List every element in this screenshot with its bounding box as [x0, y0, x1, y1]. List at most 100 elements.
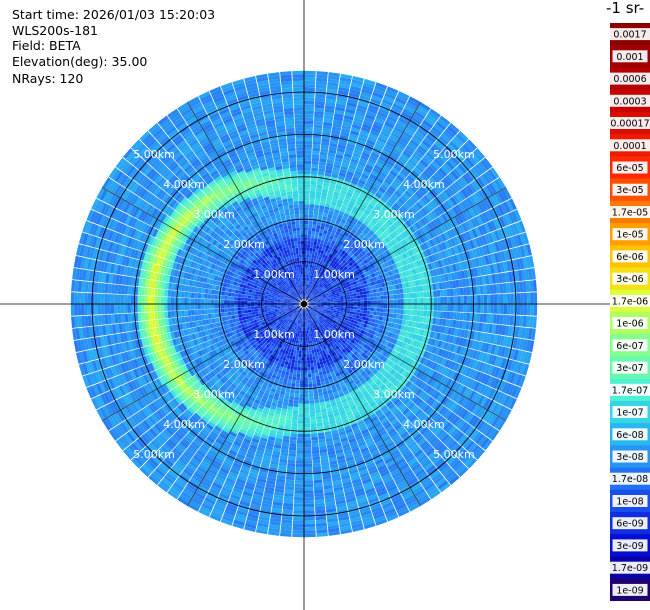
ray-56 — [304, 307, 353, 535]
ray-96 — [82, 220, 301, 303]
ray-85 — [76, 304, 301, 364]
range-label-4-3: 4.00km — [403, 418, 445, 431]
azimuth-spoke — [101, 303, 305, 421]
colorbar-tick-label: 1.7e-05 — [612, 208, 648, 219]
azimuth-spoke — [303, 187, 507, 305]
elevation-label: Elevation(deg): 35.00 — [12, 54, 148, 69]
ray-86 — [73, 304, 301, 353]
ray-77 — [115, 306, 302, 451]
range-label-5-1: 5.00km — [433, 148, 475, 161]
ray-33 — [307, 304, 535, 353]
range-label-5-2: 5.00km — [133, 448, 175, 461]
colorbar-tick-label: 0.001 — [616, 52, 643, 63]
ppi-rays — [70, 70, 538, 538]
colorbar-tick-label: 1e-07 — [616, 408, 643, 419]
ray-47 — [306, 306, 451, 493]
ray-110 — [187, 96, 303, 302]
ray-51 — [305, 307, 410, 517]
range-label-2-3: 2.00km — [343, 358, 385, 371]
ray-66 — [220, 307, 303, 526]
ray-98 — [91, 198, 301, 303]
ray-2 — [304, 72, 341, 301]
ray-92 — [72, 267, 301, 304]
ray-94 — [76, 244, 301, 304]
ray-1 — [304, 71, 328, 301]
range-label-4-1: 4.00km — [403, 178, 445, 191]
ray-80 — [96, 305, 302, 421]
ray-116 — [255, 73, 304, 301]
ray-52 — [305, 307, 399, 522]
ray-12 — [306, 115, 451, 302]
colorbar-tick-label: 6e-09 — [616, 519, 643, 530]
ray-13 — [306, 123, 460, 302]
azimuth-spoke — [187, 303, 305, 507]
device-label: WLS200s-181 — [12, 23, 98, 38]
ray-76 — [123, 306, 302, 460]
ray-43 — [306, 306, 485, 460]
ray-20 — [306, 187, 512, 303]
ray-74 — [139, 306, 302, 477]
ray-37 — [307, 305, 522, 399]
ray-106 — [148, 123, 302, 302]
ray-72 — [157, 306, 302, 493]
azimuth-spoke — [303, 303, 421, 507]
colorbar-tick-label: 3e-07 — [616, 363, 643, 374]
colorbar-tick-label: 0.0003 — [613, 96, 646, 107]
ray-45 — [306, 306, 469, 477]
range-label-4-2: 4.00km — [163, 418, 205, 431]
ray-30 — [307, 304, 538, 316]
ray-93 — [73, 255, 301, 304]
range-label-2-0: 2.00km — [223, 238, 265, 251]
ray-62 — [267, 307, 304, 536]
colorbar: 0.0017 0.001 0.0006 0.0003 0.00017 0.0001 6e-0… — [610, 23, 650, 601]
ray-23 — [307, 220, 526, 303]
range-label-1-2: 1.00km — [253, 328, 295, 341]
ray-115 — [244, 76, 304, 301]
ray-89 — [70, 304, 301, 316]
ray-70 — [177, 306, 303, 506]
azimuth-spoke — [303, 303, 507, 421]
ray-97 — [86, 209, 301, 303]
range-label-5-3: 5.00km — [433, 448, 475, 461]
ray-22 — [307, 209, 522, 303]
ray-29 — [307, 292, 538, 304]
ray-6 — [305, 82, 388, 301]
colorbar-unit-label: -1 sr- — [606, 0, 645, 17]
colorbar-tick-label: 1.7e-06 — [612, 296, 648, 307]
ray-90 — [70, 292, 301, 304]
ray-15 — [306, 139, 477, 302]
ray-35 — [307, 304, 530, 376]
ray-38 — [307, 305, 517, 410]
colorbar-tick-label: 3e-08 — [616, 452, 643, 463]
ray-46 — [306, 306, 460, 485]
range-label-3-3: 3.00km — [373, 388, 415, 401]
field-label: Field: BETA — [12, 38, 81, 53]
colorbar-tick-label: 6e-05 — [616, 163, 643, 174]
range-label-2-1: 2.00km — [343, 238, 385, 251]
colorbar-tick-label: 3e-09 — [616, 541, 643, 552]
ray-9 — [305, 96, 421, 302]
ray-102 — [115, 157, 302, 302]
ray-68 — [198, 307, 303, 517]
range-label-2-2: 2.00km — [223, 358, 265, 371]
range-label-1-3: 1.00km — [313, 328, 355, 341]
colorbar-tick-label: 0.0001 — [613, 141, 646, 152]
ray-25 — [307, 244, 532, 304]
colorbar-tick-label: 0.0006 — [613, 74, 646, 85]
ray-87 — [72, 304, 301, 341]
colorbar-tick-label: 0.00017 — [610, 119, 649, 130]
range-label-3-0: 3.00km — [193, 208, 235, 221]
start-time-label: Start time: 2026/01/03 15:20:03 — [12, 7, 216, 22]
ray-41 — [306, 305, 500, 441]
ray-117 — [267, 72, 304, 301]
colorbar-tick-label: 0.0017 — [613, 30, 646, 41]
ray-112 — [209, 86, 303, 301]
ray-78 — [108, 305, 302, 441]
azimuth-spoke — [101, 187, 305, 305]
ray-69 — [187, 306, 303, 512]
colorbar-tick-label: 1.7e-07 — [612, 385, 648, 396]
ray-101 — [108, 167, 302, 303]
ray-99 — [96, 187, 302, 303]
ray-3 — [304, 73, 353, 301]
